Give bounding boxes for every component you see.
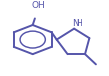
Text: H: H	[76, 19, 82, 28]
Text: OH: OH	[31, 1, 45, 10]
Text: N: N	[72, 19, 79, 28]
